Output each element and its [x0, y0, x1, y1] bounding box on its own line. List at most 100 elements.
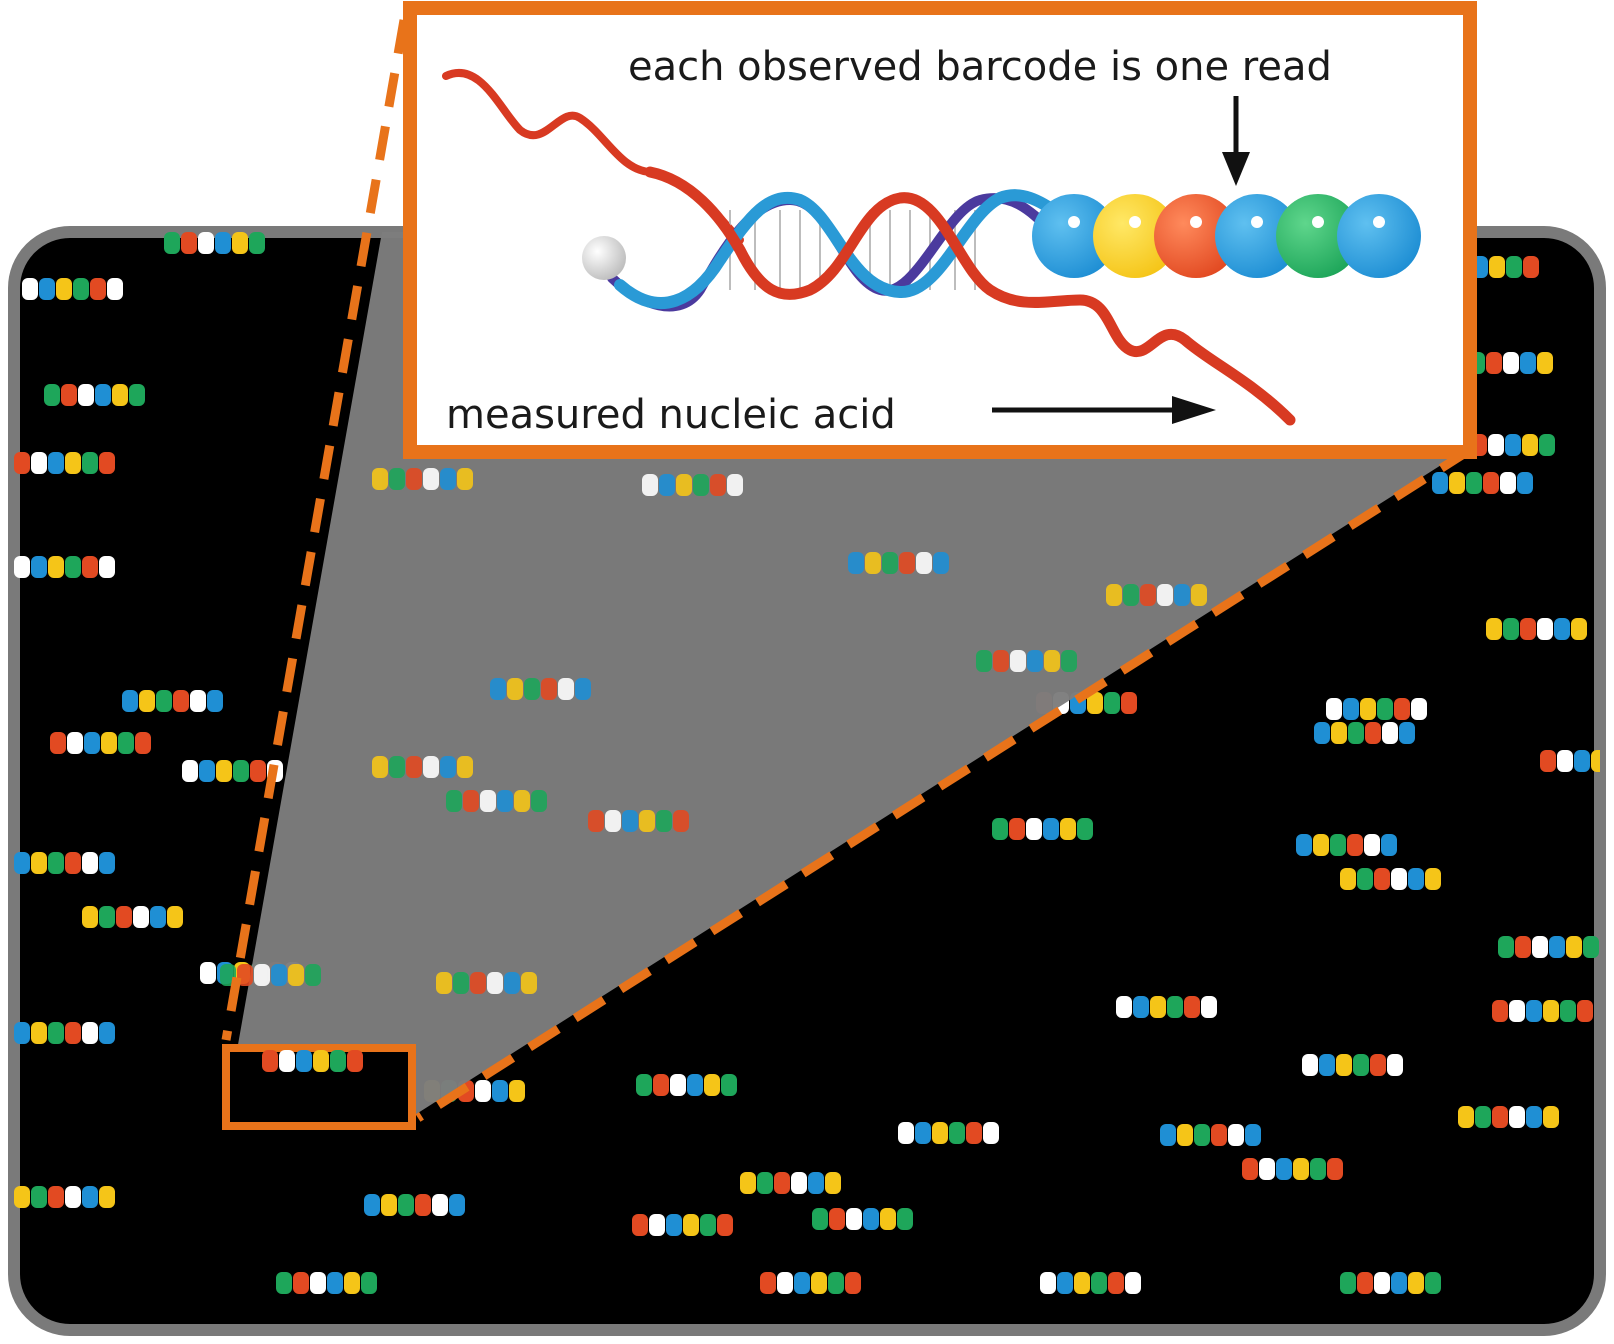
cluster-bead: [432, 1194, 448, 1216]
cluster-bead: [1509, 1000, 1525, 1022]
cluster-bead: [1348, 722, 1364, 744]
cluster-bead: [1526, 1106, 1542, 1128]
cluster-bead: [1515, 936, 1531, 958]
cluster-bead: [642, 474, 658, 496]
cluster-bead: [760, 1272, 776, 1294]
cluster-bead: [880, 1208, 896, 1230]
cluster-bead: [67, 732, 83, 754]
cluster-bead: [1522, 434, 1538, 456]
bead-highlight: [1190, 216, 1202, 228]
cluster-bead: [1540, 750, 1556, 772]
cluster-bead: [381, 1194, 397, 1216]
cluster-bead: [449, 1194, 465, 1216]
cluster-bead: [463, 790, 479, 812]
cluster-bead: [1330, 834, 1346, 856]
cluster-bead: [423, 468, 439, 490]
cluster-bead: [262, 1050, 278, 1072]
cluster-bead: [1532, 936, 1548, 958]
cluster-bead: [1365, 722, 1381, 744]
cluster-bead: [721, 1074, 737, 1096]
cluster-bead: [949, 1122, 965, 1144]
cluster-bead: [84, 732, 100, 754]
cluster-bead: [636, 1074, 652, 1096]
cluster-bead: [48, 1186, 64, 1208]
cluster-bead: [237, 964, 253, 986]
cluster-bead: [1040, 1272, 1056, 1294]
cluster-bead: [531, 790, 547, 812]
cluster-bead: [1044, 650, 1060, 672]
cluster-bead: [1458, 1106, 1474, 1128]
cluster-bead: [1074, 1272, 1090, 1294]
cluster-bead: [1077, 818, 1093, 840]
cluster-bead: [48, 452, 64, 474]
cluster-bead: [279, 1050, 295, 1072]
cluster-bead: [1276, 1158, 1292, 1180]
cluster-bead: [215, 232, 231, 254]
cluster-bead: [129, 384, 145, 406]
cluster-bead: [99, 852, 115, 874]
cluster-bead: [271, 964, 287, 986]
callout-line-right: [415, 446, 1473, 1122]
nucleic-acid-caption: measured nucleic acid: [446, 392, 896, 438]
cluster-bead: [207, 690, 223, 712]
cluster-bead: [14, 452, 30, 474]
cluster-bead: [1543, 1106, 1559, 1128]
cluster-bead: [899, 552, 915, 574]
barcode-caption: each observed barcode is one read: [628, 44, 1332, 90]
cluster-bead: [480, 790, 496, 812]
cluster-bead: [364, 1194, 380, 1216]
cluster-bead: [254, 964, 270, 986]
cluster-bead: [1296, 834, 1312, 856]
cluster-bead: [99, 452, 115, 474]
cluster-bead: [1201, 996, 1217, 1018]
cluster-bead: [116, 906, 132, 928]
cluster-bead: [993, 650, 1009, 672]
cluster-bead: [99, 1186, 115, 1208]
cluster-bead: [249, 232, 265, 254]
cluster-bead: [828, 1272, 844, 1294]
cluster-bead: [82, 452, 98, 474]
cluster-bead: [406, 468, 422, 490]
cluster-bead: [1057, 1272, 1073, 1294]
cluster-bead: [233, 760, 249, 782]
cluster-bead: [135, 732, 151, 754]
cluster-bead: [99, 556, 115, 578]
cluster-bead: [31, 452, 47, 474]
cluster-bead: [932, 1122, 948, 1144]
cluster-bead: [112, 384, 128, 406]
cluster-bead: [14, 852, 30, 874]
cluster-bead: [1571, 618, 1587, 640]
cluster-bead: [82, 1186, 98, 1208]
cluster-bead: [313, 1050, 329, 1072]
cluster-bead: [976, 650, 992, 672]
cluster-bead: [398, 1194, 414, 1216]
cluster-bead: [1360, 698, 1376, 720]
cluster-bead: [1557, 750, 1573, 772]
cluster-bead: [99, 906, 115, 928]
cluster-bead: [1509, 1106, 1525, 1128]
bead-highlight: [1129, 216, 1141, 228]
cluster-bead: [122, 690, 138, 712]
cluster-bead: [457, 468, 473, 490]
cluster-bead: [199, 760, 215, 782]
cluster-bead: [1411, 698, 1427, 720]
cluster-bead: [717, 1214, 733, 1236]
cluster-bead: [845, 1272, 861, 1294]
cluster-bead: [31, 1186, 47, 1208]
cluster-bead: [1517, 472, 1533, 494]
cluster-bead: [829, 1208, 845, 1230]
cluster-bead: [1486, 618, 1502, 640]
cluster-bead: [1549, 936, 1565, 958]
cluster-bead: [190, 690, 206, 712]
cluster-bead: [14, 556, 30, 578]
cluster-bead: [65, 1186, 81, 1208]
cluster-bead: [65, 1022, 81, 1044]
cluster-bead: [48, 1022, 64, 1044]
cluster-bead: [1125, 1272, 1141, 1294]
cluster-bead: [1466, 472, 1482, 494]
barcode-bead-blue: [1032, 194, 1116, 278]
cluster-bead: [490, 678, 506, 700]
cluster-bead: [78, 384, 94, 406]
cluster-bead: [497, 790, 513, 812]
cluster-bead: [1543, 1000, 1559, 1022]
